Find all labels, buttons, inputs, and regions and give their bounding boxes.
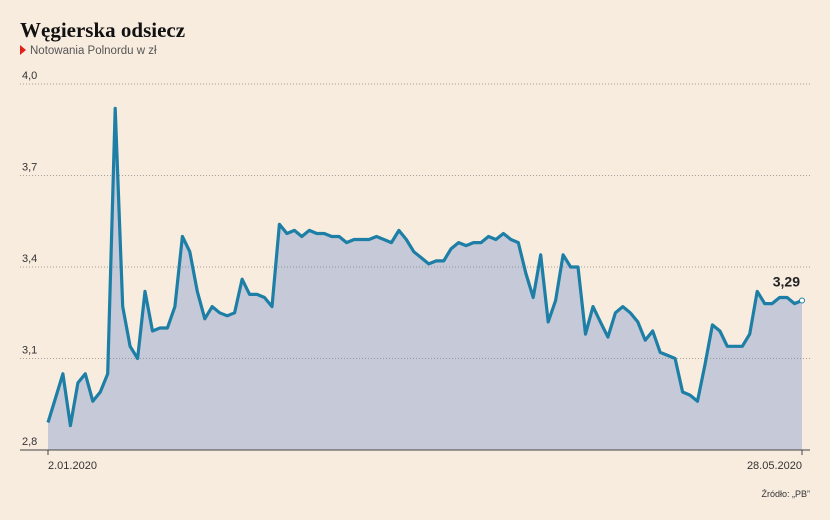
area	[48, 108, 802, 451]
y-tick-label: 3,4	[22, 253, 37, 265]
line	[46, 106, 803, 428]
x-tick-label: 28.05.2020	[747, 460, 802, 472]
y-tick-label: 3,7	[22, 162, 37, 174]
x-tick-label: 2.01.2020	[48, 460, 97, 472]
y-tick-label: 3,1	[22, 345, 37, 357]
y-tick-label: 4,0	[22, 70, 37, 82]
value-label: 3,29	[773, 274, 800, 290]
chart-title: Węgierska odsiecz	[20, 18, 185, 42]
subtitle-marker	[20, 45, 26, 55]
y-tick-label: 2,8	[22, 436, 37, 448]
chart-subtitle: Notowania Polnordu w zł	[30, 45, 157, 57]
point-marker	[799, 297, 805, 304]
source: Źródło: „PB”	[761, 489, 810, 499]
